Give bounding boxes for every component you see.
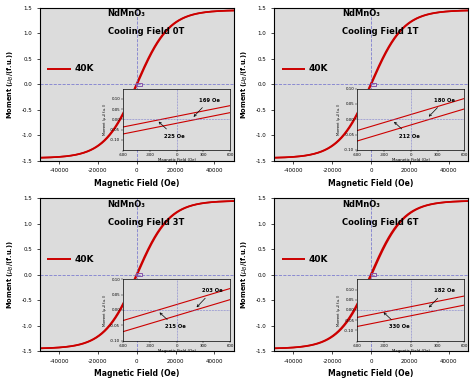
Bar bbox=[371, 273, 376, 276]
X-axis label: Magnetic Field (Oe): Magnetic Field (Oe) bbox=[94, 369, 180, 379]
Y-axis label: Moment ($\mu_B$/(f.u.)): Moment ($\mu_B$/(f.u.)) bbox=[6, 50, 16, 119]
Text: NdMnO₃: NdMnO₃ bbox=[108, 9, 146, 18]
X-axis label: Magnetic Field (Oe): Magnetic Field (Oe) bbox=[94, 179, 180, 188]
Text: 40K: 40K bbox=[309, 64, 328, 73]
Text: 40K: 40K bbox=[74, 255, 94, 264]
X-axis label: Magnetic Field (Oe): Magnetic Field (Oe) bbox=[328, 369, 414, 379]
Text: Cooling Field 6T: Cooling Field 6T bbox=[342, 218, 419, 227]
Text: NdMnO₃: NdMnO₃ bbox=[342, 9, 380, 18]
Text: Cooling Field 3T: Cooling Field 3T bbox=[108, 218, 184, 227]
Text: Cooling Field 0T: Cooling Field 0T bbox=[108, 28, 184, 36]
Text: Cooling Field 1T: Cooling Field 1T bbox=[342, 28, 419, 36]
Y-axis label: Moment ($\mu_B$/(f.u.)): Moment ($\mu_B$/(f.u.)) bbox=[240, 50, 250, 119]
Text: (c): (c) bbox=[210, 321, 225, 331]
Y-axis label: Moment ($\mu_B$/(f.u.)): Moment ($\mu_B$/(f.u.)) bbox=[6, 240, 16, 309]
Text: (d): (d) bbox=[445, 321, 461, 331]
Text: NdMnO₃: NdMnO₃ bbox=[108, 200, 146, 209]
Bar bbox=[137, 273, 142, 276]
Bar bbox=[137, 83, 142, 86]
Text: NdMnO₃: NdMnO₃ bbox=[342, 200, 380, 209]
Text: (a): (a) bbox=[210, 131, 226, 141]
Text: 40K: 40K bbox=[74, 64, 94, 73]
Text: 40K: 40K bbox=[309, 255, 328, 264]
Bar bbox=[371, 83, 376, 86]
Text: (b): (b) bbox=[445, 131, 461, 141]
Y-axis label: Moment ($\mu_B$/(f.u.)): Moment ($\mu_B$/(f.u.)) bbox=[240, 240, 250, 309]
X-axis label: Magnetic Field (Oe): Magnetic Field (Oe) bbox=[328, 179, 414, 188]
